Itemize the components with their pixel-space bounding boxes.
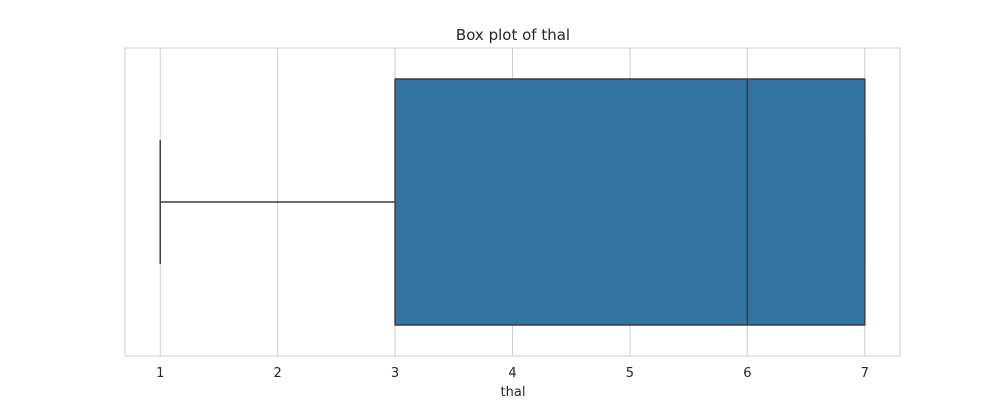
x-tick-label-2: 2 xyxy=(274,366,282,381)
x-tick-label-6: 6 xyxy=(743,366,751,381)
plot-area xyxy=(159,78,866,326)
x-axis-label: thal xyxy=(501,385,526,400)
chart-title: Box plot of thal xyxy=(456,26,570,44)
x-tick-label-5: 5 xyxy=(626,366,634,381)
x-tick-label-3: 3 xyxy=(391,366,399,381)
x-tick-label-4: 4 xyxy=(508,366,516,381)
x-tick-label-7: 7 xyxy=(861,366,869,381)
iqr-box xyxy=(394,78,866,326)
x-tick-labels: 1 2 3 4 5 6 7 xyxy=(156,366,869,381)
plot-frame xyxy=(124,47,901,357)
x-tick-label-1: 1 xyxy=(156,366,164,381)
